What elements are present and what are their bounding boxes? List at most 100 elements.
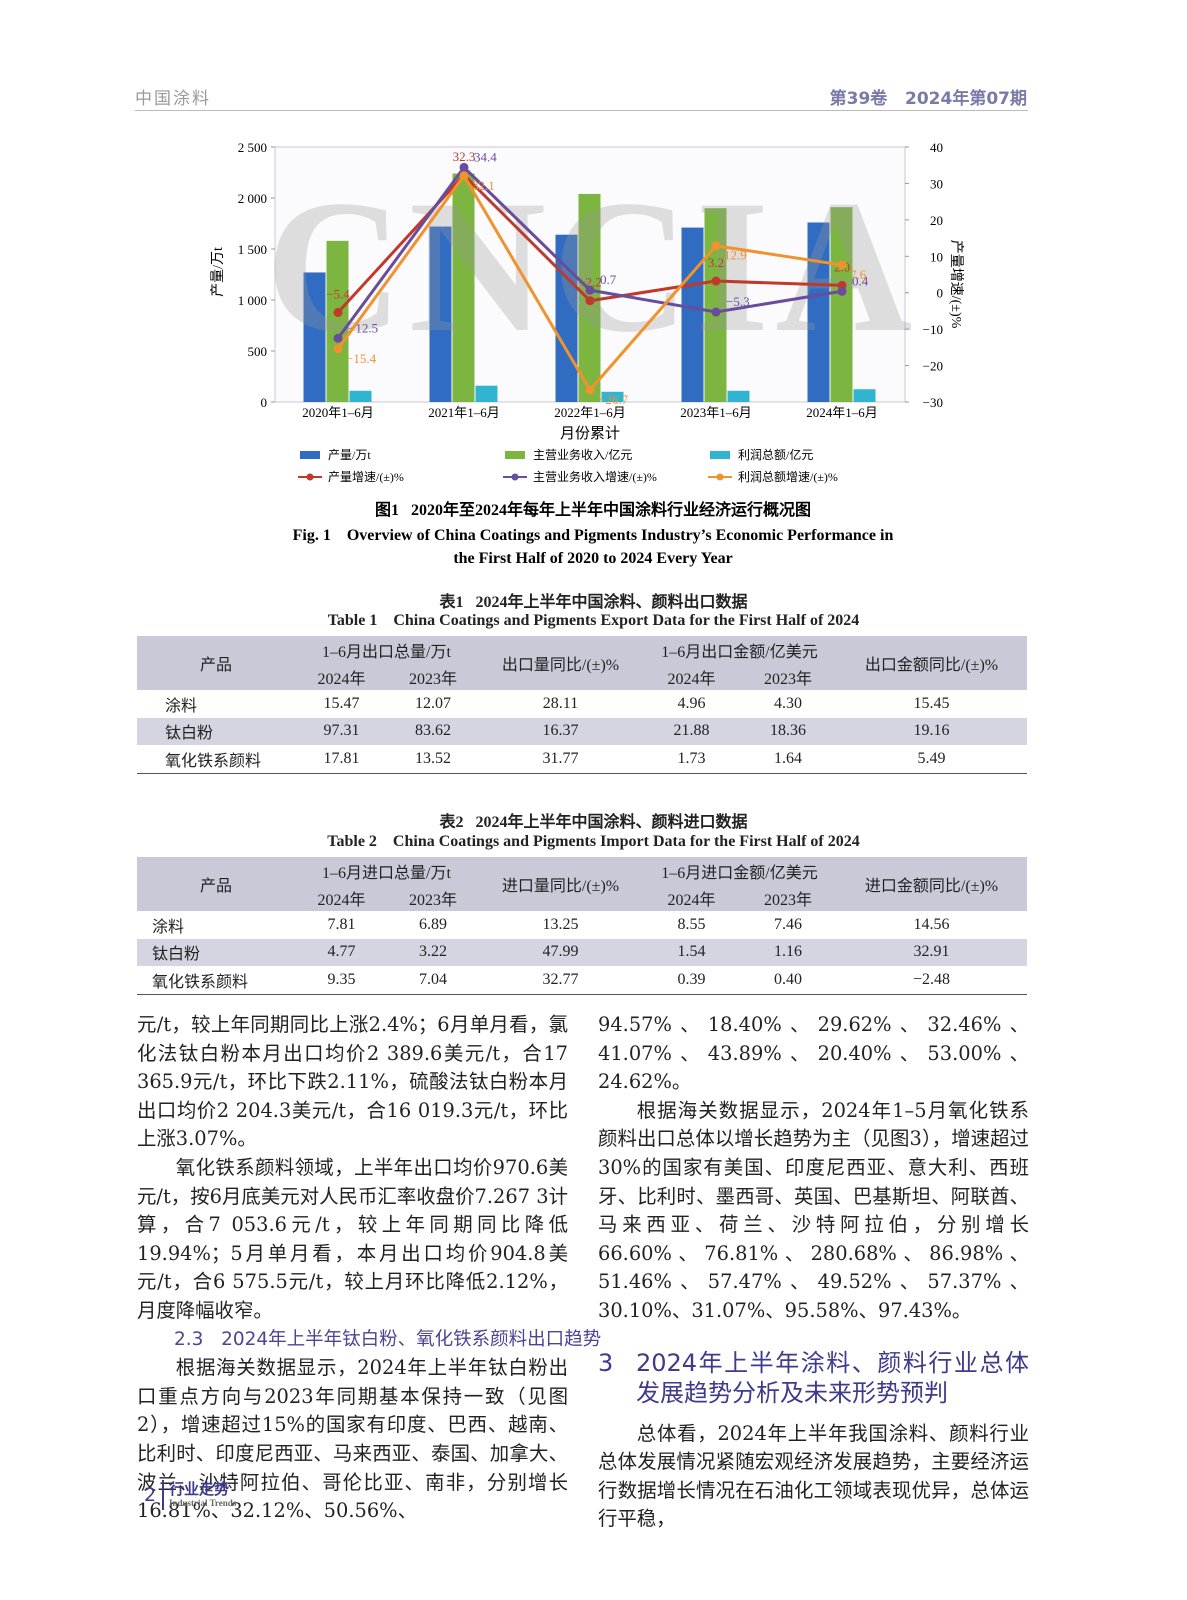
header-year: 2024年: [643, 884, 740, 911]
page-number: 2: [144, 1484, 157, 1506]
point: [459, 171, 469, 181]
legend-label: 产量增速/(±)%: [328, 470, 404, 484]
legend-label: 产量/万t: [328, 448, 371, 462]
table-cell: 14.56: [913, 915, 950, 933]
data-label: −5.4: [326, 286, 350, 301]
table-cell: 0.39: [643, 966, 740, 995]
y2-tick-label: 10: [930, 249, 943, 264]
table-cell: 17.81: [295, 745, 388, 774]
journal-name: 中国涂料: [135, 89, 211, 109]
data-label: −5.3: [726, 294, 750, 309]
table-cell: 21.88: [643, 717, 740, 745]
x-tick-label: 2024年1–6月: [806, 405, 878, 420]
section-title: 2024年上半年涂料、颜料行业总体发展趋势分析及未来形势预判: [636, 1348, 1029, 1407]
legend-swatch: [710, 451, 730, 459]
data-label: 32.1: [472, 178, 495, 193]
right-column: 94.57%、18.40%、29.62%、32.46%、41.07%、43.89…: [598, 1011, 1029, 1534]
header-year: 2023年: [740, 663, 836, 690]
header-year: 2023年: [388, 663, 478, 690]
data-label: 12.9: [724, 248, 747, 263]
row-label: 钛白粉: [137, 938, 295, 966]
y-tick-label: 0: [261, 395, 268, 410]
point: [585, 285, 595, 295]
left-column: 元/t，较上年同期同比上涨2.4%；6月单月看，氯化法钛白粉本月出口均价2 38…: [137, 1011, 602, 1526]
bar: [830, 207, 853, 402]
row-label: 氧化铁系颜料: [137, 745, 295, 774]
x-tick-label: 2023年1–6月: [680, 405, 752, 420]
footer-bar: [162, 1480, 164, 1510]
data-label: −26.7: [598, 392, 629, 407]
table-cell: 19.16: [836, 717, 1027, 745]
bar: [326, 240, 349, 402]
point: [837, 260, 847, 270]
y-tick-label: 1 500: [238, 242, 267, 257]
point: [459, 162, 469, 172]
bar: [601, 391, 624, 402]
row-label: 涂料: [152, 918, 185, 936]
table-cell: 4.77: [295, 938, 388, 966]
table-cell: 47.99: [478, 938, 643, 966]
section-number: 3: [598, 1348, 614, 1377]
data-label: 32.3: [453, 149, 476, 164]
column-name-en: Industrial Trends: [169, 1498, 237, 1508]
legend-swatch: [511, 473, 519, 481]
legend-label: 主营业务收入增速/(±)%: [533, 469, 657, 484]
data-label: 7.6: [850, 267, 867, 282]
point: [333, 333, 343, 343]
table-cell: 1.64: [740, 745, 836, 774]
x-axis-title: 月份累计: [560, 425, 620, 442]
data-label: −15.4: [346, 351, 377, 366]
table-cell: 97.31: [295, 717, 388, 745]
y2-tick-label: −10: [923, 322, 943, 337]
header-row: 产品 1–6月出口总量/万t 出口量同比/(±)% 1–6月出口金额/亿美元 出口金额同…: [137, 636, 1027, 690]
issue-info: 第39卷 2024年第07期: [829, 89, 1027, 109]
table-row: 涂料 7.81 6.89 13.25 8.55 7.46 14.56: [137, 911, 1027, 939]
point: [585, 296, 595, 306]
header-year: 2024年: [643, 663, 740, 690]
figure-caption-cn: 图1 2020年至2024年每年上半年中国涂料行业经济运行概况图: [375, 500, 811, 519]
chart: 0 500 1 000 1 500 2 000 2 500 −30 −20 −10 0 10 20 30…: [210, 140, 964, 567]
header-group: 1–6月进口金额/亿美元: [643, 857, 836, 884]
table-cell: 15.45: [913, 694, 950, 712]
legend-label: 利润总额增速/(±)%: [738, 470, 838, 484]
bar: [349, 390, 372, 402]
figure-caption-en: Fig. 1 Overview of China Coatings and Pi…: [293, 527, 894, 544]
header-group: 1–6月出口金额/亿美元: [643, 636, 836, 663]
table-cell: 1.73: [643, 745, 740, 774]
y-tick-label: 1 000: [238, 293, 267, 308]
row-label: 钛白粉: [137, 717, 295, 745]
header-cell: 产品: [137, 857, 295, 911]
x-tick-label: 2022年1–6月: [554, 405, 626, 420]
point: [711, 276, 721, 286]
legend-label: 主营业务收入/亿元: [533, 447, 632, 462]
legend-label: 利润总额/亿元: [738, 447, 813, 462]
paragraph: 氧化铁系颜料领域，上半年出口均价970.6美元/t，按6月底美元对人民币汇率收盘…: [137, 1155, 568, 1322]
table-cell: 1.16: [740, 938, 836, 966]
table-row: 钛白粉 4.77 3.22 47.99 1.54 1.16 32.91: [137, 938, 1027, 966]
header-year: 2023年: [740, 884, 836, 911]
paragraph: 94.57%、18.40%、29.62%、32.46%、41.07%、43.89…: [598, 1013, 1029, 1094]
paragraph: 总体看，2024年上半年我国涂料、颜料行业总体发展情况紧随宏观经济发展趋势，主要…: [598, 1421, 1029, 1531]
bar: [807, 222, 830, 402]
watermark: CNCIA: [266, 162, 919, 372]
bar: [727, 390, 750, 402]
header-cell: 进口金额同比/(±)%: [836, 857, 1027, 911]
y2-axis-title: 产量增速/(±)%: [948, 240, 964, 329]
x-tick-label: 2020年1–6月: [302, 405, 374, 420]
section-heading: 2.3 2024年上半年钛白粉、氧化铁系颜料出口趋势: [174, 1328, 602, 1350]
header-year: 2023年: [388, 884, 478, 911]
table-cell: 16.37: [478, 717, 643, 745]
table-cell: 32.91: [836, 938, 1027, 966]
y-tick-label: 2 000: [238, 191, 267, 206]
table-cell: 18.36: [740, 717, 836, 745]
y-tick-label: 500: [248, 344, 268, 359]
data-label: 0.7: [600, 272, 617, 287]
import-table: 产品 1–6月进口总量/万t 进口量同比/(±)% 1–6月进口金额/亿美元 进口金额同…: [137, 857, 1027, 995]
y2-tick-label: −30: [923, 395, 943, 410]
y2-tick-label: 30: [930, 176, 943, 191]
row-label: 氧化铁系颜料: [137, 966, 295, 995]
table-cell: 8.55: [677, 915, 706, 933]
table-cell: 4.96: [677, 694, 706, 712]
